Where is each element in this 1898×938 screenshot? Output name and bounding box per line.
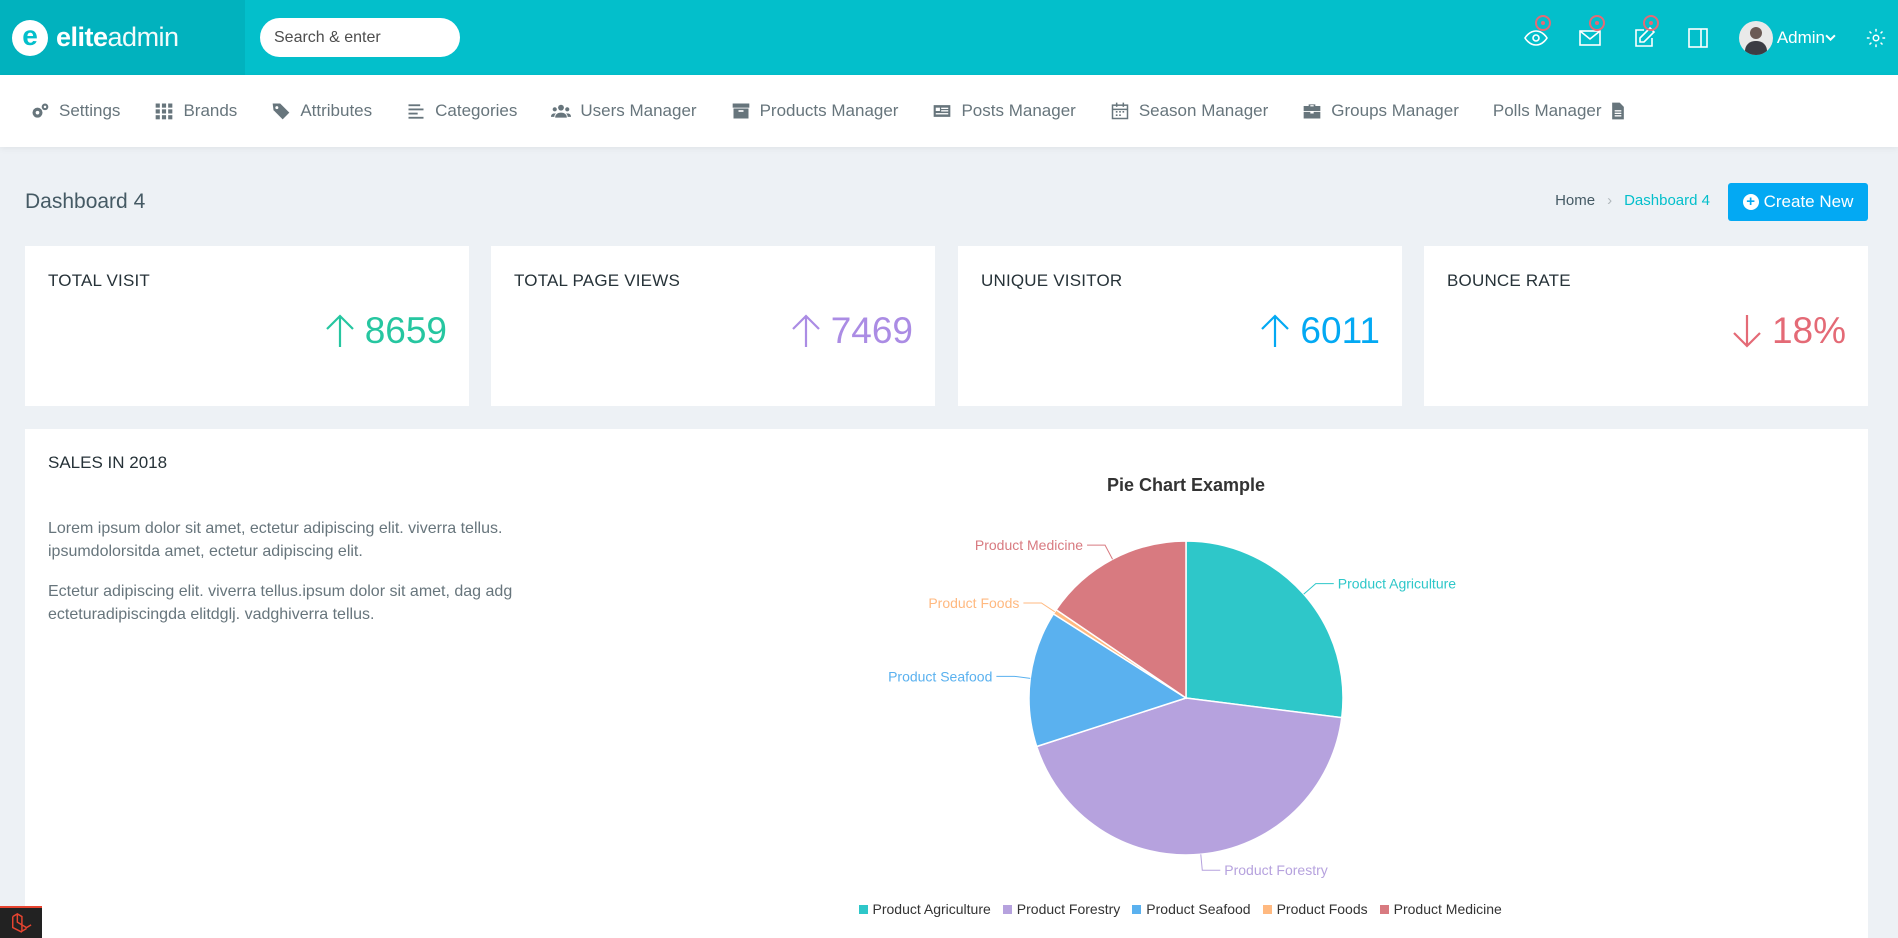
file-icon <box>1611 102 1624 120</box>
legend-item[interactable]: Product Seafood <box>1132 901 1251 917</box>
pie-chart: Product Agriculture Product Forestry Produ… <box>888 537 1456 878</box>
eye-icon[interactable] <box>1509 0 1563 75</box>
stat-title: UNIQUE VISITOR <box>981 271 1123 290</box>
arrow-up-icon <box>325 314 354 347</box>
pie-slice[interactable] <box>1185 540 1344 719</box>
arrow-up-icon <box>1261 314 1290 347</box>
label-leader-line <box>1087 544 1113 560</box>
legend-label: Product Foods <box>1276 901 1368 917</box>
breadcrumb-current: Dashboard 4 <box>1624 192 1710 209</box>
stat-card-total-page-views: TOTAL PAGE VIEWS 7469 <box>491 246 935 406</box>
nav-item-brands[interactable]: Brands <box>154 101 237 121</box>
align-left-icon <box>408 104 424 119</box>
notification-ring-icon <box>1534 15 1551 31</box>
pie-slice[interactable] <box>1035 697 1343 856</box>
stat-card-unique-visitor: UNIQUE VISITOR 6011 <box>958 246 1402 406</box>
arrow-up-icon <box>791 314 820 347</box>
nav-item-categories[interactable]: Categories <box>406 101 517 121</box>
laravel-logo-icon[interactable] <box>0 906 42 938</box>
archive-icon <box>732 103 749 119</box>
plus-circle-icon: + <box>1742 194 1759 210</box>
stat-title: BOUNCE RATE <box>1447 271 1571 290</box>
calendar-icon <box>1111 102 1129 120</box>
gear-icon[interactable] <box>1854 27 1898 49</box>
chart-legend: Product Agriculture Product Forestry Produ… <box>858 901 1514 917</box>
legend-swatch <box>858 904 868 914</box>
mail-icon[interactable] <box>1563 0 1617 75</box>
briefcase-icon <box>1303 104 1321 119</box>
logo[interactable]: e eliteadmin <box>0 0 245 75</box>
legend-swatch <box>1132 904 1142 914</box>
chevron-right-icon: › <box>1607 192 1613 209</box>
chevron-down-icon <box>1825 34 1836 42</box>
page-title: Dashboard 4 <box>25 190 146 213</box>
newspaper-icon <box>934 105 951 117</box>
chart-title: Pie Chart Example <box>1107 475 1266 495</box>
stat-card-bounce-rate: BOUNCE RATE 18% <box>1424 246 1868 406</box>
stat-value: 7469 <box>789 310 913 352</box>
legend-swatch <box>1262 904 1272 914</box>
nav-item-season-manager[interactable]: Season Manager <box>1110 101 1268 121</box>
stat-value: 6011 <box>1258 310 1380 352</box>
stat-card-total-visit: TOTAL VISIT 8659 <box>25 246 469 406</box>
nav-item-attributes[interactable]: Attributes <box>271 101 372 121</box>
pie-slice[interactable] <box>1055 540 1187 700</box>
logo-icon: e <box>12 19 48 56</box>
arrow-down-icon <box>1733 315 1761 348</box>
stat-value: 18% <box>1730 310 1846 352</box>
nav-item-users-manager[interactable]: Users Manager <box>551 101 697 121</box>
legend-item[interactable]: Product Medicine <box>1379 901 1502 917</box>
legend-label: Product Agriculture <box>872 901 991 917</box>
gears-icon <box>32 103 49 118</box>
legend-item[interactable]: Product Foods <box>1262 901 1368 917</box>
search-input[interactable] <box>260 18 460 57</box>
legend-label: Product Seafood <box>1146 901 1251 917</box>
slice-label: Product Forestry <box>1224 862 1327 878</box>
grid-icon <box>156 103 173 120</box>
slice-label: Product Agriculture <box>1338 576 1456 592</box>
sales-paragraph-2: Ectetur adipiscing elit. viverra tellus.… <box>48 583 513 623</box>
main-nav: Settings Brands Attributes Categories Us… <box>0 75 1898 147</box>
stat-value: 8659 <box>323 310 447 352</box>
legend-label: Product Forestry <box>1016 901 1121 917</box>
logo-text: eliteadmin <box>56 22 179 52</box>
legend-item[interactable]: Product Agriculture <box>858 901 991 917</box>
top-header: e eliteadmin Admin <box>0 0 1898 75</box>
breadcrumb: Home › Dashboard 4 <box>1555 192 1710 209</box>
nav-item-posts-manager[interactable]: Posts Manager <box>932 101 1076 121</box>
breadcrumb-home[interactable]: Home <box>1555 192 1596 209</box>
users-icon <box>551 104 572 118</box>
avatar <box>1738 20 1773 55</box>
create-new-button[interactable]: + Create New <box>1728 183 1868 221</box>
slice-label: Product Foods <box>928 595 1019 611</box>
legend-swatch <box>1379 904 1389 914</box>
tags-icon <box>272 103 290 120</box>
nav-item-groups-manager[interactable]: Groups Manager <box>1302 101 1459 121</box>
user-name: Admin <box>1776 27 1825 47</box>
nav-item-settings[interactable]: Settings <box>30 101 120 121</box>
slice-label: Product Medicine <box>975 537 1083 553</box>
sales-title: SALES IN 2018 <box>48 453 168 472</box>
stat-title: TOTAL VISIT <box>48 271 151 290</box>
stat-title: TOTAL PAGE VIEWS <box>514 271 680 290</box>
label-leader-line <box>1023 602 1056 613</box>
label-leader-line <box>1200 854 1221 871</box>
label-leader-line <box>1303 583 1334 595</box>
layout-icon[interactable] <box>1671 0 1725 75</box>
user-profile[interactable]: Admin <box>1738 20 1836 55</box>
sales-card: SALES IN 2018 Lorem ipsum dolor sit amet… <box>25 429 1868 938</box>
edit-icon[interactable] <box>1617 0 1671 75</box>
legend-swatch <box>1002 904 1012 914</box>
legend-item[interactable]: Product Forestry <box>1002 901 1121 917</box>
nav-item-products-manager[interactable]: Products Manager <box>731 101 898 121</box>
nav-item-polls-manager[interactable]: Polls Manager <box>1493 101 1628 121</box>
slice-label: Product Seafood <box>888 668 992 684</box>
notification-ring-icon <box>1642 15 1659 31</box>
label-leader-line <box>996 675 1031 679</box>
notification-ring-icon <box>1588 15 1605 31</box>
sales-paragraph-1: Lorem ipsum dolor sit amet, ectetur adip… <box>48 520 503 560</box>
legend-label: Product Medicine <box>1393 901 1502 917</box>
